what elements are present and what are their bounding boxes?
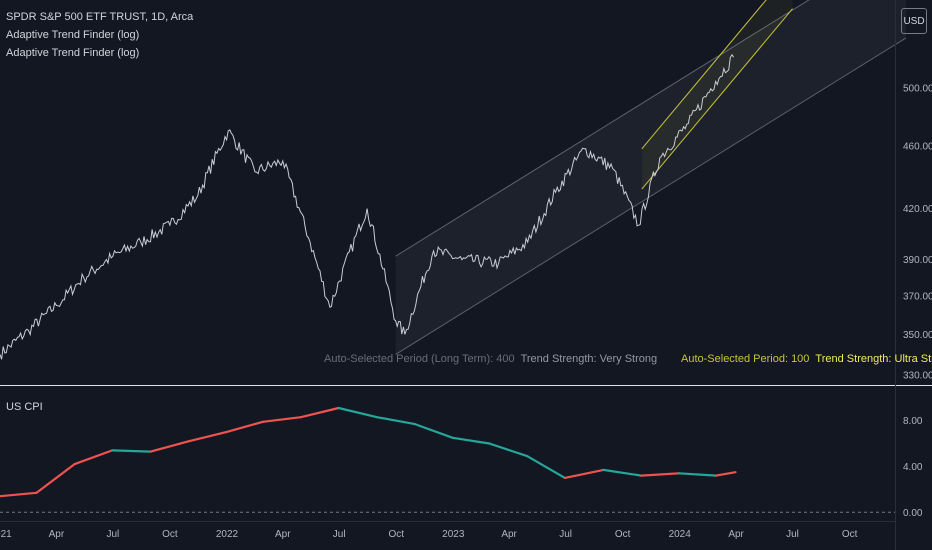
trend-info-long: Auto-Selected Period (Long Term): 400 Tre… (324, 353, 663, 365)
cpi-segment (451, 436, 491, 445)
cpi-segment (525, 455, 567, 479)
price-tick-label: 350.00 (903, 330, 932, 341)
short-channel-lower (641, 8, 793, 190)
time-tick-label: 2024 (669, 529, 692, 540)
time-tick-label: 2021 (0, 529, 12, 540)
cpi-tick-label: 0.00 (903, 508, 923, 519)
currency-button[interactable]: USD (901, 8, 927, 34)
trend-long-period: Auto-Selected Period (Long Term): 400 (324, 353, 515, 365)
time-tick-label: Apr (501, 529, 517, 540)
short-channel-fill (641, 0, 793, 190)
cpi-segment (640, 472, 681, 477)
price-axis[interactable]: 500.00 460.00 420.00 390.00 370.00 350.00 330.… (903, 84, 932, 382)
time-tick-label: Jul (333, 529, 346, 540)
cpi-segment (187, 431, 228, 443)
cpi-pane-title[interactable]: US CPI (6, 401, 43, 413)
trend-info-short: Auto-Selected Period: 100 Trend Strength:… (681, 353, 932, 365)
cpi-segment (149, 440, 190, 453)
cpi-segment (261, 416, 302, 423)
cpi-segment (111, 449, 152, 453)
cpi-segment (563, 468, 605, 479)
time-tick-label: Jul (786, 529, 799, 540)
cpi-segment (35, 463, 76, 494)
price-tick-label: 370.00 (903, 292, 932, 303)
time-tick-label: 2022 (216, 529, 239, 540)
price-tick-label: 330.00 (903, 371, 932, 382)
cpi-segment (299, 406, 340, 419)
price-tick-label: 420.00 (903, 204, 932, 215)
indicator-label-short[interactable]: Adaptive Trend Finder (log) (6, 47, 140, 59)
price-line (0, 53, 735, 360)
cpi-segment (73, 449, 114, 466)
cpi-tick-label: 8.00 (903, 416, 923, 427)
time-tick-label: Oct (389, 529, 405, 540)
long-channel-upper (395, 0, 810, 257)
time-tick-label: Apr (728, 529, 744, 540)
indicator-label-long[interactable]: Adaptive Trend Finder (log) (6, 29, 140, 41)
long-channel-lower (395, 37, 907, 355)
cpi-segment (0, 491, 38, 498)
cpi-segment (677, 472, 718, 477)
trend-short-strength: Trend Strength: Ultra Strong (815, 353, 932, 365)
price-tick-label: 460.00 (903, 141, 932, 152)
cpi-segment (337, 406, 379, 419)
cpi-pane (0, 406, 895, 513)
cpi-segment (715, 471, 737, 477)
time-tick-label: Apr (275, 529, 291, 540)
cpi-segment (225, 420, 264, 434)
time-axis[interactable]: 2021 Apr Jul Oct 2022 Apr Jul Oct 2023 Apr Jul Oct 2… (0, 529, 858, 540)
cpi-tick-label: 4.00 (903, 462, 923, 473)
time-tick-label: Oct (842, 529, 858, 540)
price-tick-label: 500.00 (903, 84, 932, 95)
trend-long-strength: Trend Strength: Very Strong (520, 353, 658, 365)
price-pane (0, 0, 907, 360)
time-tick-label: Oct (162, 529, 178, 540)
cpi-axis[interactable]: 8.00 4.00 0.00 (903, 416, 923, 519)
long-channel-fill (395, 0, 906, 355)
time-tick-label: Apr (49, 529, 65, 540)
cpi-segment (602, 468, 643, 477)
time-tick-label: Jul (559, 529, 572, 540)
cpi-segment (375, 416, 416, 426)
time-tick-label: 2023 (442, 529, 465, 540)
symbol-title[interactable]: SPDR S&P 500 ETF TRUST, 1D, Arca (6, 11, 194, 23)
short-channel-upper (641, 0, 767, 150)
price-tick-label: 390.00 (903, 255, 932, 266)
time-tick-label: Oct (615, 529, 631, 540)
cpi-segment (488, 442, 529, 458)
trend-short-period: Auto-Selected Period: 100 (681, 353, 810, 365)
cpi-segment (413, 423, 454, 439)
chart-legend: SPDR S&P 500 ETF TRUST, 1D, Arca Adaptiv… (6, 8, 193, 62)
time-tick-label: Jul (107, 529, 120, 540)
